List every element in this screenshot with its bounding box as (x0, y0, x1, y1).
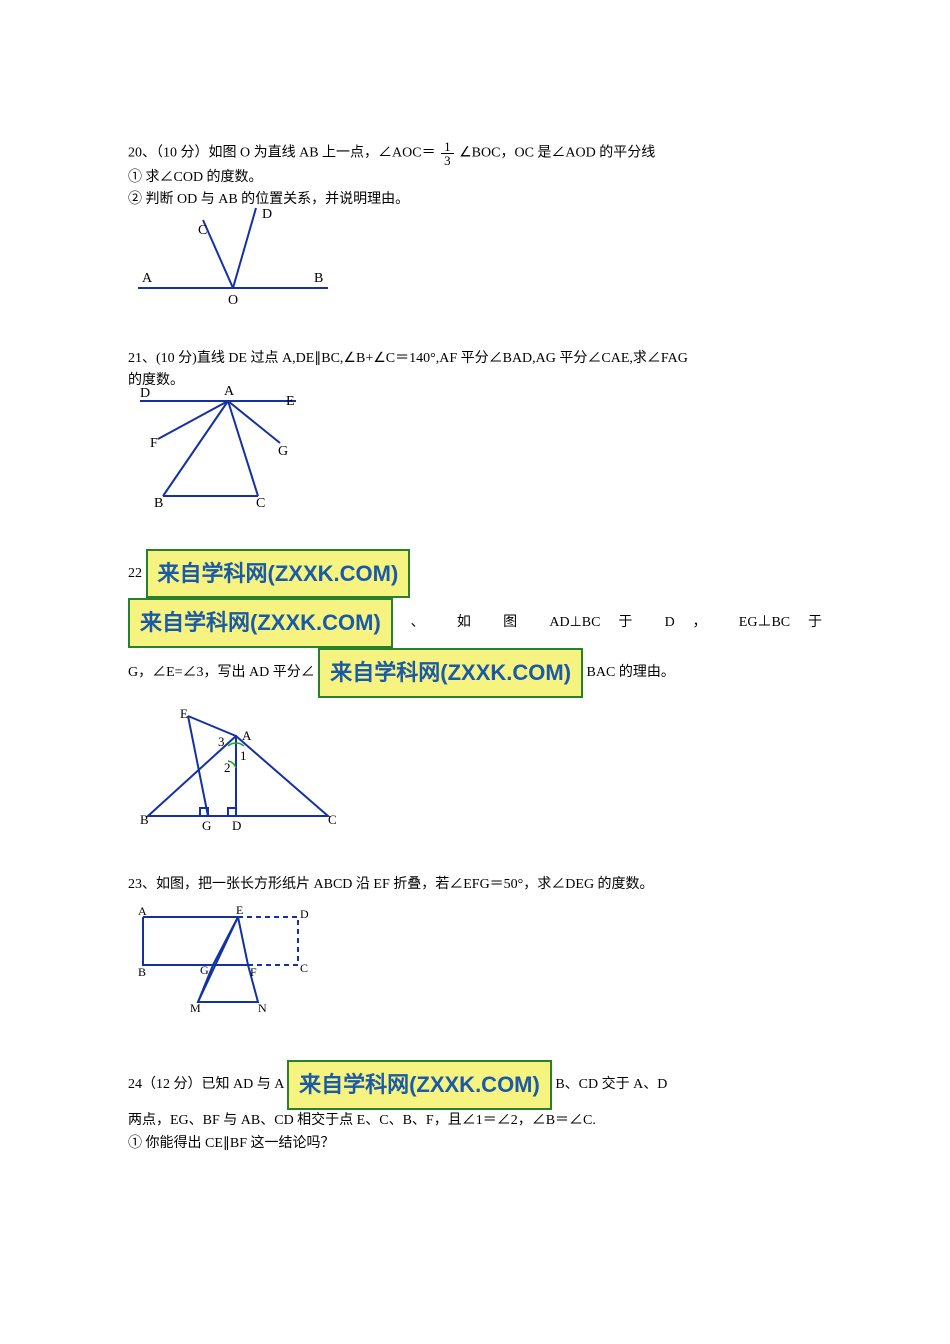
p21-line1: 21、(10 分)直线 DE 过点 A,DE∥BC,∠B+∠C＝140°,AF … (128, 348, 822, 370)
p22-figure-wrap: E A B C G D 1 2 3 (128, 706, 822, 836)
lbl-A: A (138, 904, 147, 918)
lbl-E: E (286, 394, 295, 409)
problem-22: 22 来自学科网(ZXXK.COM) 来自学科网(ZXXK.COM) 、 如 图… (128, 549, 822, 836)
p21-figure: A D E F G B C (128, 381, 308, 511)
lbl-F: F (250, 965, 257, 979)
lbl-D: D (232, 818, 241, 833)
p20-figure-wrap: A B C D O (128, 200, 822, 310)
p20-line2: ① 求∠COD 的度数。 (128, 167, 822, 189)
watermark-icon: 来自学科网(ZXXK.COM) (128, 598, 393, 648)
p22-wm-row2: 来自学科网(ZXXK.COM) 、 如 图 AD⊥BC 于 D ， EG⊥BC … (128, 598, 822, 648)
p22-mid-a: 、 如 图 AD⊥BC 于 D ， EG⊥BC 于 (411, 615, 822, 630)
lbl-M: M (190, 1001, 201, 1015)
p21-figure-wrap: A D E F G B C (128, 381, 822, 511)
lbl-C: C (328, 812, 337, 827)
p24-line2: 两点，EG、BF 与 AB、CD 相交于点 E、C、B、F，且∠1＝∠2，∠B＝… (128, 1110, 822, 1132)
lbl-G: G (202, 818, 211, 833)
p20-l1b: ∠BOC，OC 是∠AOD 的平分线 (459, 146, 655, 161)
p24-row1: 24（12 分）已知 AD 与 A 来自学科网(ZXXK.COM) B、CD 交… (128, 1060, 822, 1110)
lbl-B: B (140, 812, 149, 827)
lbl-D: D (140, 386, 150, 401)
p23-figure: A B C D E F G M N (128, 902, 318, 1022)
lbl-N: N (258, 1001, 267, 1015)
problem-20: 20、（10 分）如图 O 为直线 AB 上一点，∠AOC＝ 1 3 ∠BOC，… (128, 140, 822, 310)
lbl-E: E (180, 706, 188, 721)
p20-line1: 20、（10 分）如图 O 为直线 AB 上一点，∠AOC＝ 1 3 ∠BOC，… (128, 140, 822, 167)
p24-l1b: B、CD 交于 A、D (555, 1077, 667, 1092)
lbl-B: B (138, 965, 146, 979)
p22-wm-row3: G，∠E=∠3，写出 AD 平分∠ 来自学科网(ZXXK.COM) BAC 的理… (128, 648, 822, 698)
lbl-B: B (154, 496, 163, 511)
lbl-D: D (300, 907, 309, 921)
lbl-A: A (224, 384, 235, 399)
watermark-icon: 来自学科网(ZXXK.COM) (146, 549, 411, 599)
p23-line1: 23、如图，把一张长方形纸片 ABCD 沿 EF 折叠，若∠EFG＝50°，求∠… (128, 874, 822, 896)
frac-den: 3 (441, 154, 454, 167)
p22-figure: E A B C G D 1 2 3 (128, 706, 348, 836)
problem-21: 21、(10 分)直线 DE 过点 A,DE∥BC,∠B+∠C＝140°,AF … (128, 348, 822, 511)
lbl-O: O (228, 293, 238, 308)
watermark-icon: 来自学科网(ZXXK.COM) (318, 648, 583, 698)
p22-l2a: G，∠E=∠3，写出 AD 平分∠ (128, 665, 315, 680)
lbl-A: A (142, 271, 153, 286)
lbl-E: E (236, 903, 243, 917)
lbl-3: 3 (218, 734, 225, 749)
lbl-1: 1 (240, 748, 247, 763)
frac-num: 1 (441, 140, 454, 154)
lbl-G: G (278, 444, 288, 459)
problem-24: 24（12 分）已知 AD 与 A 来自学科网(ZXXK.COM) B、CD 交… (128, 1060, 822, 1155)
lbl-D: D (262, 207, 272, 222)
p22-prefix: 22 (128, 566, 142, 581)
watermark-icon: 来自学科网(ZXXK.COM) (287, 1060, 552, 1110)
lbl-2: 2 (224, 760, 231, 775)
lbl-F: F (150, 436, 158, 451)
lbl-C: C (256, 496, 265, 511)
lbl-B: B (314, 271, 323, 286)
lbl-C: C (300, 961, 308, 975)
p24-l1a: 24（12 分）已知 AD 与 A (128, 1077, 284, 1092)
p20-l1a: 20、（10 分）如图 O 为直线 AB 上一点，∠AOC＝ (128, 146, 436, 161)
p20-figure: A B C D O (128, 200, 338, 310)
lbl-A: A (242, 728, 252, 743)
p22-l2b: BAC 的理由。 (587, 665, 675, 680)
problem-23: 23、如图，把一张长方形纸片 ABCD 沿 EF 折叠，若∠EFG＝50°，求∠… (128, 874, 822, 1022)
p22-wm-row1: 22 来自学科网(ZXXK.COM) (128, 549, 822, 599)
p24-line3: ① 你能得出 CE∥BF 这一结论吗？ (128, 1133, 822, 1155)
lbl-G: G (200, 963, 209, 977)
p20-fraction: 1 3 (441, 140, 454, 167)
p23-figure-wrap: A B C D E F G M N (128, 902, 822, 1022)
lbl-C: C (198, 223, 207, 238)
